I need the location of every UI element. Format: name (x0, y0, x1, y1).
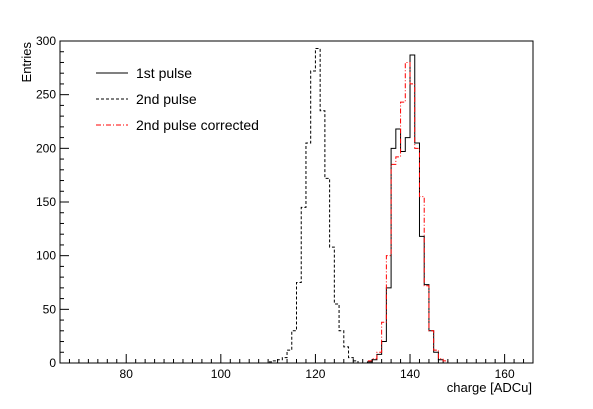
y-tick-label: 100 (36, 249, 56, 263)
y-axis-label: Entries (19, 42, 34, 83)
legend-entry: 1st pulse (96, 65, 192, 81)
plot-frame (60, 41, 533, 363)
x-tick-label: 160 (495, 367, 515, 381)
legend: 1st pulse 2nd pulse 2nd pulse corrected (96, 65, 259, 133)
series-2nd-pulse (60, 49, 533, 363)
legend-entry: 2nd pulse corrected (96, 117, 259, 133)
y-tick-label: 150 (36, 195, 56, 209)
x-tick-label: 140 (400, 367, 420, 381)
y-tick-label: 0 (49, 356, 56, 370)
x-tick-label: 100 (211, 367, 231, 381)
x-axis-label: charge [ADCu] (447, 380, 532, 395)
legend-label: 2nd pulse corrected (136, 117, 259, 133)
y-tick-label: 300 (36, 34, 56, 48)
histogram-line (60, 49, 533, 363)
y-tick-label: 250 (36, 88, 56, 102)
x-tick-label: 80 (120, 367, 134, 381)
axes: Entries charge [ADCu] 80 100 120 140 160 0 50 1… (19, 34, 533, 395)
legend-label: 1st pulse (136, 65, 192, 81)
y-tick-label: 200 (36, 141, 56, 155)
legend-label: 2nd pulse (136, 91, 197, 107)
x-tick-label: 120 (305, 367, 325, 381)
legend-entry: 2nd pulse (96, 91, 197, 107)
y-tick-label: 50 (43, 302, 57, 316)
plot-area (60, 49, 533, 363)
